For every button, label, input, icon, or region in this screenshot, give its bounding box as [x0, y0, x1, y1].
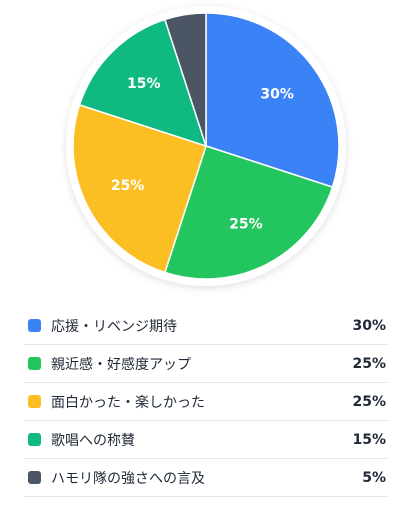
legend-swatch — [28, 433, 41, 446]
pie-slice-2[interactable] — [163, 145, 334, 280]
legend-value: 25% — [352, 355, 386, 372]
legend-label: 応援・リベンジ期待 — [51, 318, 177, 335]
slice-value-label: 30% — [260, 86, 294, 102]
legend-value: 5% — [362, 469, 386, 486]
legend-label: ハモリ隊の強さへの言及 — [51, 470, 205, 487]
pie-chart-svg: 30% 25% 25% 15% — [66, 6, 346, 286]
pie-slice-4[interactable] — [78, 18, 208, 148]
legend-item[interactable]: 親近感・好感度アップ 25% — [24, 345, 388, 383]
legend-item[interactable]: 面白かった・楽しかった 25% — [24, 383, 388, 421]
legend-item[interactable]: ハモリ隊の強さへの言及 5% — [24, 459, 388, 497]
slice-value-label: 25% — [111, 178, 145, 194]
legend-value: 30% — [352, 317, 386, 334]
legend-value: 25% — [352, 393, 386, 410]
pie-chart: 30% 25% 25% 15% — [66, 6, 346, 286]
legend-value: 15% — [352, 431, 386, 448]
slice-value-label: 15% — [127, 76, 161, 92]
pie-slice-3[interactable] — [72, 103, 207, 274]
legend: 応援・リベンジ期待 30% 親近感・好感度アップ 25% 面白かった・楽しかった 25% 歌… — [24, 307, 388, 497]
pie-slices — [72, 12, 340, 280]
pie-slice-labels: 30% 25% 25% 15% — [111, 76, 294, 233]
legend-label: 歌唱への称賛 — [51, 432, 135, 449]
legend-label: 面白かった・楽しかった — [51, 394, 205, 411]
slice-value-label: 25% — [229, 216, 263, 232]
legend-swatch — [28, 319, 41, 332]
legend-item[interactable]: 歌唱への称賛 15% — [24, 421, 388, 459]
pie-slice-5[interactable] — [163, 12, 207, 147]
legend-swatch — [28, 471, 41, 484]
legend-swatch — [28, 357, 41, 370]
pie-slice-1[interactable] — [205, 12, 340, 189]
legend-label: 親近感・好感度アップ — [51, 356, 191, 373]
legend-item[interactable]: 応援・リベンジ期待 30% — [24, 307, 388, 345]
legend-swatch — [28, 395, 41, 408]
